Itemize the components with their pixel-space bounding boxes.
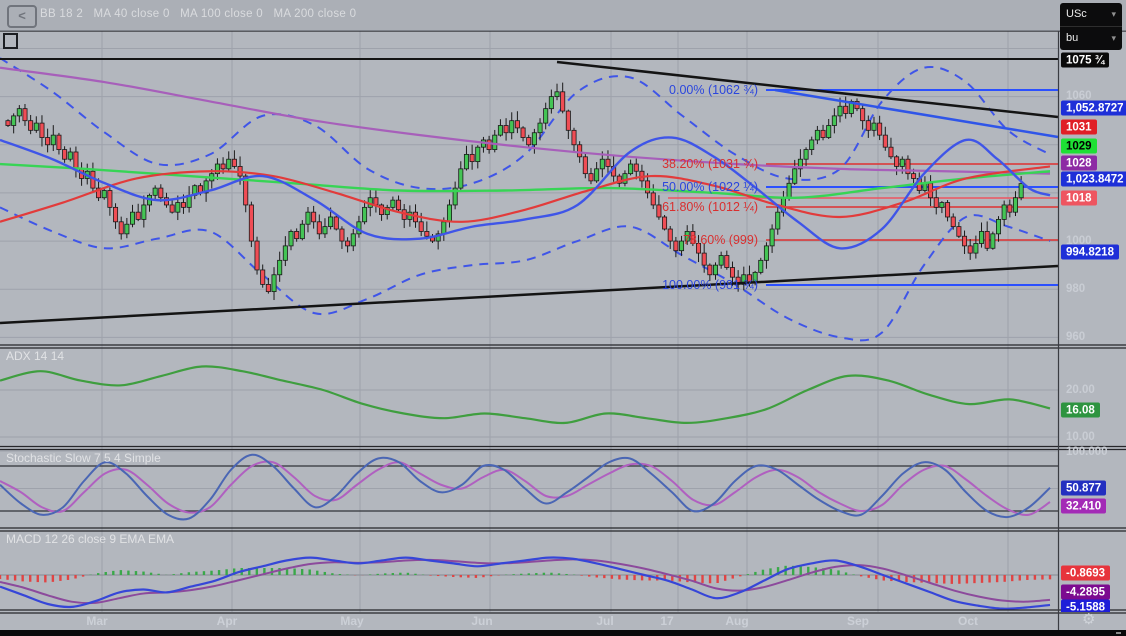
fib-level-label: 61.80% (1012 ¼) (662, 200, 758, 214)
month-label: 17 (660, 614, 674, 628)
axis-tick: 1060 (1066, 90, 1092, 102)
axis-tick: 100.000 (1066, 446, 1108, 458)
value-badge: 994.8218 (1061, 244, 1119, 260)
adx-panel-title: ADX 14 14 (6, 349, 65, 363)
axis-tick: 980 (1066, 283, 1086, 295)
month-label: May (340, 614, 364, 628)
month-label: Oct (957, 614, 979, 628)
fib-level-label: 78.60% (999) (682, 233, 758, 247)
value-badge: 1031 (1061, 119, 1097, 135)
axis-tick: 10.00 (1066, 431, 1095, 443)
stochastic-panel-title: Stochastic Slow 7 5 4 Simple (6, 451, 161, 465)
unit-select[interactable]: bu ▾ (1060, 26, 1122, 50)
bottom-corner-icon (1116, 632, 1121, 634)
settings-gear-icon[interactable]: ⚙ (1082, 611, 1096, 628)
value-badge: -4.2895 (1061, 584, 1111, 600)
back-button[interactable]: < (7, 5, 37, 28)
value-badge: 16.08 (1061, 402, 1100, 418)
month-label: Sep (846, 614, 870, 628)
unit-label: bu (1066, 32, 1079, 44)
value-badge: -0.8693 (1061, 565, 1111, 581)
chevron-down-icon: ▾ (1111, 9, 1116, 19)
fib-level-label: 0.00% (1062 ¾) (669, 83, 758, 97)
macd-panel-title: MACD 12 26 close 9 EMA EMA (6, 532, 175, 546)
value-badge: 1,023.8472 (1061, 171, 1126, 187)
chevron-down-icon: ▾ (1111, 33, 1116, 43)
axis-tick: 1000 (1066, 235, 1092, 247)
month-label: Apr (216, 614, 238, 628)
month-label: Aug (725, 614, 749, 628)
value-badge: 32.410 (1061, 498, 1107, 514)
value-badge: 1029 (1061, 138, 1097, 154)
value-badge: 1028 (1061, 155, 1097, 171)
month-label: Jul (596, 614, 614, 628)
toolbar: < BB 18 2 MA 40 close 0 MA 100 close 0 M… (0, 0, 1126, 31)
bottom-bar (0, 630, 1126, 636)
value-badge: 50.877 (1061, 480, 1107, 496)
axis-tick: 960 (1066, 331, 1086, 343)
unit-selector: USc ▾ bu ▾ (1060, 3, 1122, 50)
indicators-label: BB 18 2 MA 40 close 0 MA 100 close 0 MA … (40, 8, 357, 20)
axis-tick: 20.00 (1066, 384, 1095, 396)
price-axis: 1060 1000 980 960 20.00 10.00 100.000 1075 ¾ 1,0… (1059, 0, 1126, 612)
month-label: Mar (86, 614, 108, 628)
currency-label: USc (1066, 8, 1087, 20)
value-badge: 1018 (1061, 190, 1097, 206)
value-badge: -5.1588 (1061, 599, 1111, 612)
fib-level-label: 50.00% (1022 ¼) (662, 180, 758, 194)
month-label: Jun (471, 614, 493, 628)
fib-level-label: 38.20% (1031 ¾) (662, 157, 758, 171)
currency-select[interactable]: USc ▾ (1060, 3, 1122, 26)
value-badge: 1075 ¾ (1061, 52, 1110, 68)
value-badge: 1,052.8727 (1061, 100, 1126, 116)
panel-collapse-icon[interactable] (3, 33, 18, 49)
fib-level-label: 100.00% (981 ¾) (662, 278, 758, 292)
